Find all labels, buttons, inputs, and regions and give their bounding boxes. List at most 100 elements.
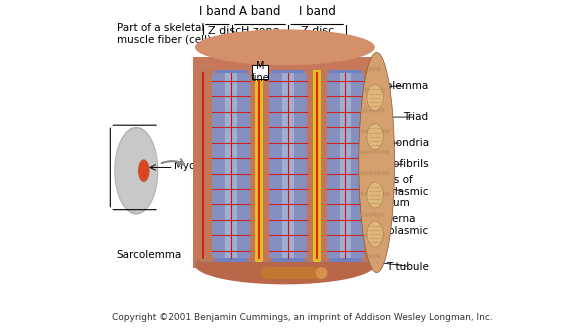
Text: Sarcolemma: Sarcolemma — [117, 250, 182, 260]
Ellipse shape — [364, 171, 368, 175]
Ellipse shape — [385, 192, 389, 196]
Bar — [327, 73, 364, 258]
Bar — [269, 73, 307, 258]
Ellipse shape — [377, 67, 381, 71]
Ellipse shape — [377, 108, 381, 113]
Ellipse shape — [369, 150, 372, 154]
Text: Mitochondria: Mitochondria — [361, 138, 429, 148]
Ellipse shape — [373, 150, 377, 154]
Ellipse shape — [373, 192, 377, 196]
Ellipse shape — [381, 87, 385, 92]
Ellipse shape — [367, 221, 383, 247]
Ellipse shape — [377, 150, 381, 154]
Ellipse shape — [114, 127, 158, 215]
Ellipse shape — [373, 254, 377, 259]
Ellipse shape — [367, 124, 383, 150]
Ellipse shape — [381, 192, 385, 196]
Ellipse shape — [381, 213, 385, 217]
Ellipse shape — [359, 52, 395, 273]
Ellipse shape — [373, 171, 377, 175]
Text: Sarcolemma: Sarcolemma — [363, 81, 429, 91]
Ellipse shape — [377, 213, 381, 217]
Ellipse shape — [369, 213, 372, 217]
Text: Part of a skeletal
muscle fiber (cell): Part of a skeletal muscle fiber (cell) — [117, 23, 211, 45]
Ellipse shape — [381, 233, 385, 238]
Ellipse shape — [364, 213, 368, 217]
FancyBboxPatch shape — [361, 70, 377, 262]
Ellipse shape — [377, 192, 381, 196]
Ellipse shape — [369, 67, 372, 71]
Ellipse shape — [373, 213, 377, 217]
Text: Z disc: Z disc — [208, 26, 241, 36]
Ellipse shape — [369, 192, 372, 196]
Ellipse shape — [139, 162, 148, 180]
Ellipse shape — [360, 129, 364, 133]
Ellipse shape — [138, 159, 150, 182]
FancyBboxPatch shape — [200, 70, 215, 262]
Ellipse shape — [195, 30, 375, 65]
Ellipse shape — [367, 85, 383, 111]
Ellipse shape — [385, 150, 389, 154]
Text: Copyright ©2001 Benjamin Cummings, an imprint of Addison Wesley Longman, Inc.: Copyright ©2001 Benjamin Cummings, an im… — [112, 313, 492, 322]
Ellipse shape — [360, 171, 364, 175]
Ellipse shape — [369, 233, 372, 238]
Ellipse shape — [373, 67, 377, 71]
Bar — [267, 267, 321, 279]
Text: M
line: M line — [251, 61, 269, 83]
Ellipse shape — [360, 108, 364, 113]
Ellipse shape — [360, 150, 364, 154]
Bar — [225, 73, 237, 258]
Bar — [340, 73, 351, 258]
Ellipse shape — [381, 171, 385, 175]
Bar — [193, 57, 377, 268]
Text: T tubule: T tubule — [386, 261, 429, 272]
Bar — [213, 73, 249, 258]
Ellipse shape — [364, 87, 368, 92]
Ellipse shape — [369, 254, 372, 259]
Ellipse shape — [381, 150, 385, 154]
Ellipse shape — [364, 192, 368, 196]
Ellipse shape — [367, 182, 383, 208]
Text: Terminal cisterna
of the sarcoplasmic
reticulum: Terminal cisterna of the sarcoplasmic re… — [327, 214, 429, 247]
Ellipse shape — [373, 233, 377, 238]
Ellipse shape — [369, 87, 372, 92]
Ellipse shape — [364, 150, 368, 154]
FancyBboxPatch shape — [252, 65, 268, 79]
Bar — [200, 70, 370, 262]
Text: Tubules of
sarcoplasmic
reticulum: Tubules of sarcoplasmic reticulum — [360, 175, 429, 208]
Bar — [255, 70, 263, 262]
Ellipse shape — [261, 267, 272, 279]
Ellipse shape — [377, 233, 381, 238]
Text: Z disc: Z disc — [301, 26, 334, 36]
FancyBboxPatch shape — [256, 70, 272, 262]
FancyBboxPatch shape — [304, 70, 320, 262]
Ellipse shape — [385, 129, 389, 133]
Bar — [313, 70, 321, 262]
Ellipse shape — [364, 233, 368, 238]
Text: A band: A band — [239, 5, 281, 18]
Ellipse shape — [373, 87, 377, 92]
Text: H zone: H zone — [241, 26, 279, 36]
Ellipse shape — [316, 267, 328, 279]
Ellipse shape — [377, 87, 381, 92]
Text: Myofibril: Myofibril — [173, 161, 219, 171]
Text: Triad: Triad — [404, 112, 429, 122]
Ellipse shape — [195, 245, 375, 284]
Ellipse shape — [385, 171, 389, 175]
Ellipse shape — [360, 213, 364, 217]
Ellipse shape — [377, 254, 381, 259]
Ellipse shape — [115, 129, 157, 213]
Ellipse shape — [373, 129, 377, 133]
FancyBboxPatch shape — [314, 70, 330, 262]
Ellipse shape — [364, 129, 368, 133]
FancyBboxPatch shape — [247, 70, 263, 262]
Text: I band: I band — [199, 5, 236, 18]
Text: I band: I band — [299, 5, 336, 18]
Text: Myofibrils: Myofibrils — [378, 159, 429, 169]
Ellipse shape — [377, 171, 381, 175]
Ellipse shape — [377, 129, 381, 133]
Ellipse shape — [369, 171, 372, 175]
Ellipse shape — [381, 129, 385, 133]
Bar — [282, 73, 294, 258]
Ellipse shape — [369, 129, 372, 133]
